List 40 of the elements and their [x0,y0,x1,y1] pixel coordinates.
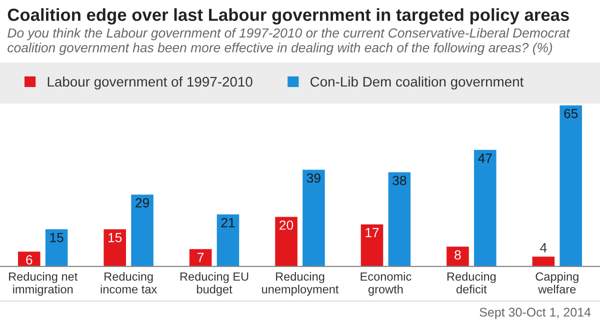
bar [474,150,496,266]
x-tick-label: Reducing net immigration [9,272,78,296]
x-tick-label: Economic growth [360,272,412,296]
bar [18,252,40,266]
x-tick-label: Capping welfare [536,272,578,294]
legend-label: Con-Lib Dem coalition government [310,76,524,90]
x-tick-label: Reducing EU budget [180,272,248,296]
x-tick-label: Reducing income tax [100,272,157,294]
data-label: 4 [540,243,547,252]
bar [104,229,126,266]
bar [360,224,384,266]
data-label: 65 [564,108,578,118]
data-label: 38 [392,176,406,186]
data-label: 47 [478,154,492,163]
chart-title: Coalition edge over last Labour government in targeted policy areas [8,8,569,24]
x-tick-label: Reducing deficit [447,272,496,294]
bar [388,172,411,266]
bar [302,170,325,266]
bar [560,105,582,266]
data-label: 8 [454,250,461,260]
bar [216,214,240,266]
bar [189,249,212,266]
data-label: 15 [108,232,122,242]
bar [131,194,154,266]
data-label: 29 [136,198,149,208]
data-label: 6 [26,255,32,265]
data-label: 20 [280,220,294,230]
x-tick-label: Reducing unemployment [262,272,339,296]
legend-label: Labour government of 1997-2010 [48,76,252,90]
data-label: 39 [306,173,320,183]
data-label: 7 [198,252,204,262]
bar [45,229,68,266]
bar [532,256,555,266]
bar [446,246,469,266]
data-label: 17 [366,228,379,238]
text: Sept 30-Oct 1, 2014 [480,308,591,320]
bar [275,216,298,266]
chart-subtitle: Do you think the Labour government of 1997-2010 or the current Conservative-Liberal Democrat coalition government has been more effective in dealing with each of the following areas? (%) [8,28,570,55]
data-label: 15 [50,232,64,242]
data-label: 21 [221,218,235,228]
